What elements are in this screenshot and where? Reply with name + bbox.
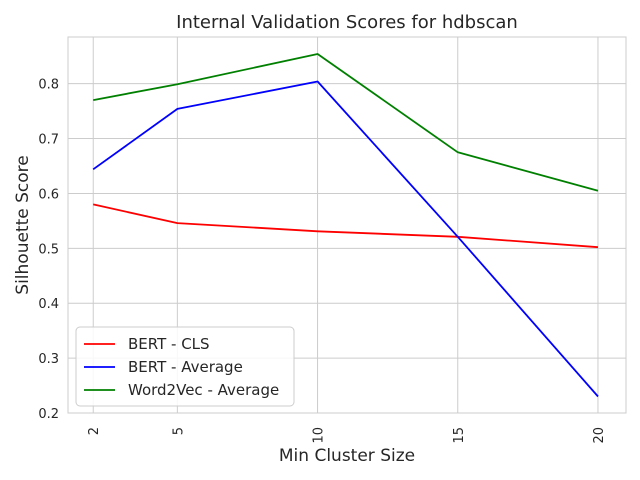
series-line	[93, 203, 599, 249]
y-tick-label: 0.7	[38, 133, 59, 148]
x-tick-label: 20	[592, 427, 607, 444]
series-line	[92, 80, 599, 398]
x-axis-title: Min Cluster Size	[279, 446, 415, 466]
y-tick-label: 0.6	[38, 187, 59, 202]
y-tick-label: 0.5	[38, 242, 59, 257]
legend-box	[75, 326, 295, 407]
y-tick-label: 0.3	[38, 352, 59, 367]
y-tick-label: 0.8	[38, 78, 59, 93]
y-tick-label: 0.2	[38, 407, 59, 422]
series-layer	[92, 53, 599, 398]
legend: BERT - CLS BERT - Average Word2Vec - Avera…	[75, 326, 295, 407]
x-tick-labels: 2 5 10 15 20	[87, 427, 607, 444]
x-tick-label: 2	[87, 427, 102, 435]
series-line	[93, 53, 599, 192]
legend-label: BERT - CLS	[128, 335, 210, 353]
x-tick-label: 15	[452, 427, 467, 444]
legend-label: BERT - Average	[128, 358, 243, 376]
x-tick-label: 10	[312, 427, 327, 444]
y-tick-label: 0.4	[38, 297, 59, 312]
x-tick-label: 5	[171, 427, 186, 435]
y-axis-title: Silhouette Score	[13, 155, 33, 294]
legend-label: Word2Vec - Average	[128, 381, 279, 399]
y-tick-labels: 0.2 0.3 0.4 0.5 0.6 0.7 0.8	[38, 78, 59, 422]
chart-title: Internal Validation Scores for hdbscan	[176, 12, 518, 33]
